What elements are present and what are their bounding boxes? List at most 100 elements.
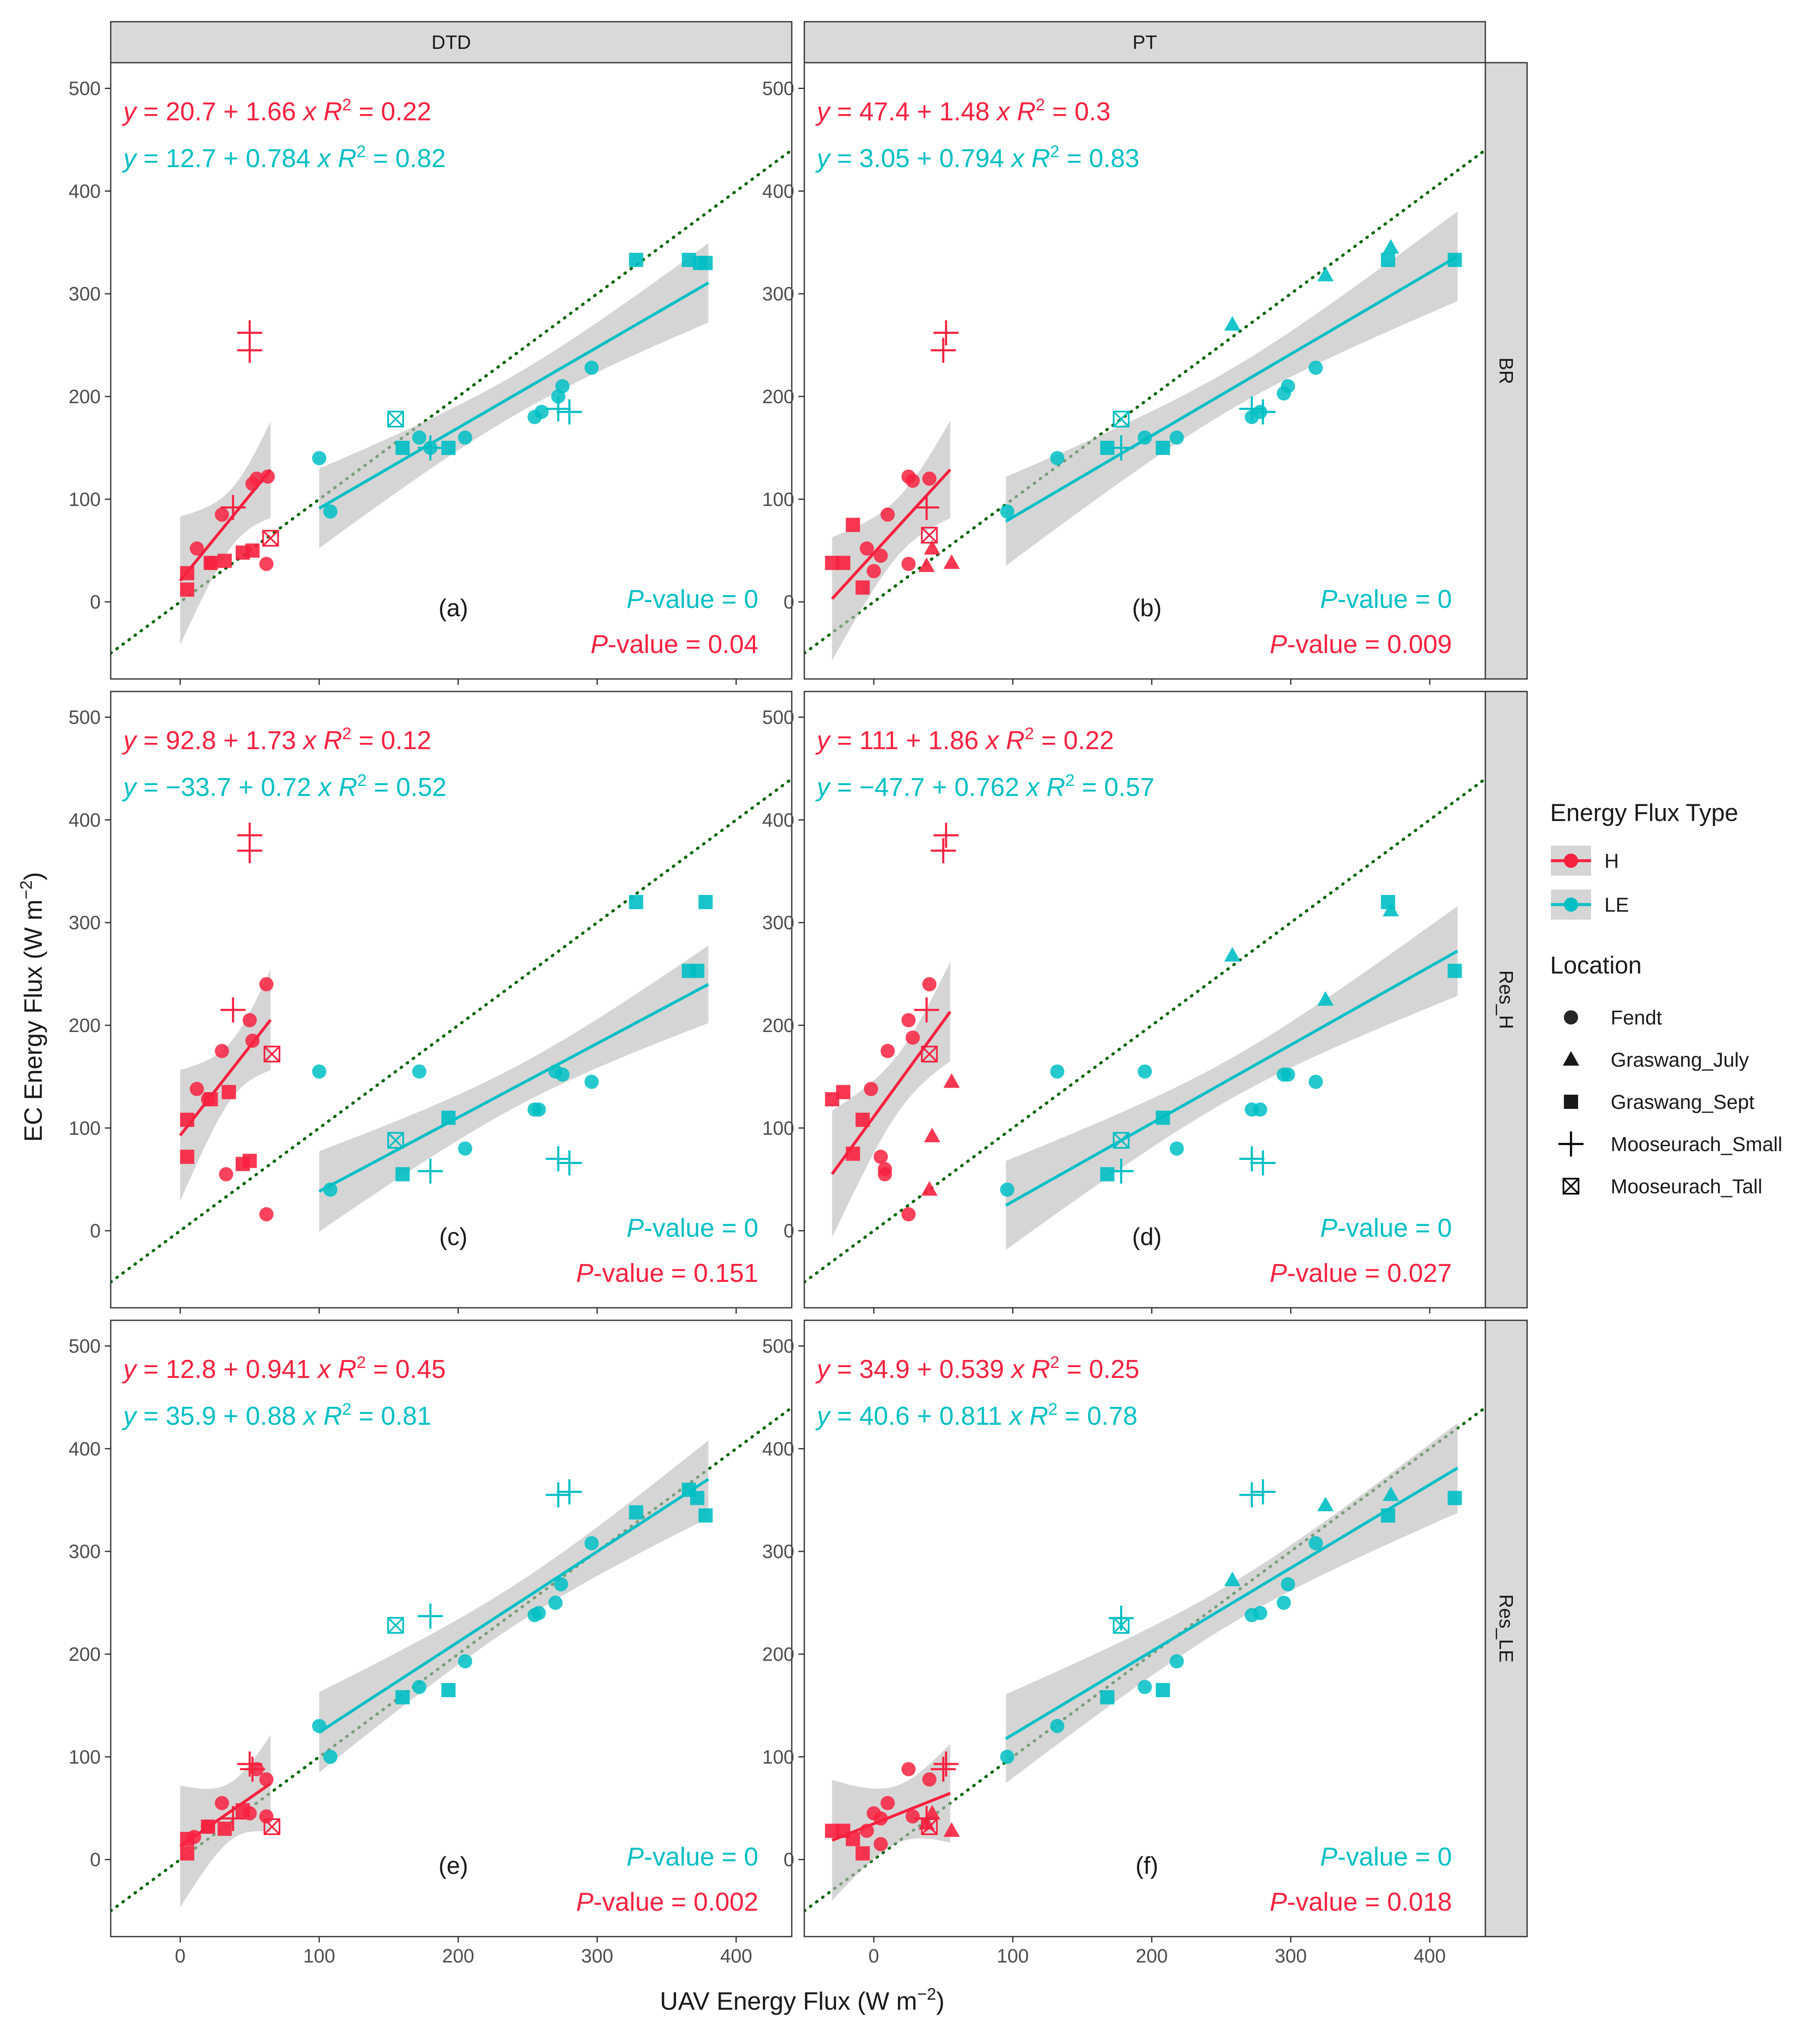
y-tick-label: 500	[762, 706, 794, 728]
mooseurach-small-point	[914, 495, 939, 520]
y-tick-label: 500	[69, 1335, 101, 1357]
graswang-sept-point	[1381, 253, 1396, 267]
legend-location-item: Graswang_Sept	[1611, 1091, 1754, 1113]
mooseurach-small-point	[930, 838, 956, 864]
h-p-value: P-value = 0.009	[1270, 630, 1452, 659]
h-regression-line	[831, 1011, 952, 1175]
x-axis-title: UAV Energy Flux (W m−2)	[660, 1985, 944, 2015]
legend-location-item: Graswang_July	[1611, 1049, 1749, 1071]
y-tick-label: 300	[69, 283, 101, 305]
panel-label: (b)	[1132, 595, 1162, 622]
h-confidence-band	[180, 421, 271, 645]
graswang-sept-point	[221, 1085, 236, 1099]
mooseurach-small-point	[546, 396, 571, 422]
y-tick-label: 100	[69, 488, 101, 510]
y-tick-label: 400	[762, 180, 794, 202]
panel-plot-area	[804, 148, 1485, 661]
x2	[387, 411, 404, 427]
y-tick-label: 0	[90, 1220, 101, 1242]
fendt-point	[1050, 451, 1065, 465]
fendt-point	[1000, 504, 1014, 519]
graswang-sept-point	[855, 1846, 870, 1861]
fendt-point	[458, 430, 473, 445]
le-regression-line	[318, 281, 709, 510]
mooseurach-small-point	[546, 1482, 571, 1507]
fendt-point	[555, 379, 570, 394]
y-tick-label: 0	[90, 1849, 101, 1871]
fendt-point	[584, 1075, 599, 1089]
panel-b: 0 100 200 300 400 500 y = 47.4 + 1.48 x R2 = 0…	[762, 62, 1486, 685]
graswang-july-point	[924, 1805, 941, 1820]
graswang-july-point	[921, 1181, 938, 1196]
graswang-july-point	[918, 557, 935, 572]
y-tick-label: 300	[69, 1540, 101, 1562]
fendt-point	[873, 1149, 888, 1164]
mooseurach-tall-point	[1563, 1178, 1579, 1195]
y-tick-label: 300	[762, 1540, 794, 1562]
mooseurach-small-point	[240, 1757, 265, 1782]
le-p-value: P-value = 0	[627, 1214, 758, 1243]
mooseurach-small-point	[1239, 396, 1265, 422]
y-tick-label: 300	[762, 912, 794, 933]
mooseurach-small-point	[557, 1479, 582, 1505]
fendt-point	[1281, 1577, 1295, 1591]
fendt-point	[1138, 1680, 1152, 1694]
mooseurach-tall-point	[263, 1045, 280, 1063]
one-to-one-line	[804, 148, 1485, 655]
panel-label: (e)	[439, 1852, 468, 1879]
mooseurach-small-point	[1239, 1482, 1265, 1507]
x2	[1113, 411, 1129, 427]
box	[262, 530, 279, 547]
panel-label: (f)	[1136, 1852, 1159, 1879]
fendt-point	[412, 430, 427, 445]
x-tick-label: 200	[1136, 1945, 1168, 1967]
fendt-point	[859, 541, 874, 556]
box	[387, 411, 404, 428]
fendt-point	[905, 473, 920, 488]
x2	[262, 530, 279, 547]
mooseurach-small-point	[418, 1159, 443, 1184]
graswang-sept-point	[698, 256, 713, 270]
graswang-sept-point	[698, 1508, 713, 1523]
fendt-point	[901, 1207, 916, 1222]
le-regression-line	[1005, 1467, 1459, 1740]
y-tick-label: 500	[762, 1335, 794, 1357]
mooseurach-tall-point	[387, 1132, 404, 1149]
y-tick-label: 100	[69, 1746, 101, 1768]
x-tick-label: 400	[1414, 1945, 1446, 1967]
fendt-point	[534, 404, 549, 419]
fendt-point	[259, 557, 274, 571]
row-strip	[1484, 691, 1528, 1309]
panel-label: (a)	[439, 595, 468, 622]
h-equation: y = 47.4 + 1.48 x R2 = 0.3	[815, 96, 1111, 126]
y-tick-label: 200	[762, 1014, 794, 1036]
x-tick-label: 200	[442, 1945, 474, 1967]
fendt-point	[219, 1167, 234, 1182]
mooseurach-tall-point	[387, 1617, 404, 1634]
y-tick-label: 300	[69, 912, 101, 933]
panel-border	[110, 1319, 793, 1937]
fendt-point	[901, 1013, 916, 1027]
fendt-point	[1000, 1749, 1014, 1764]
graswang-july-point	[1383, 1486, 1399, 1501]
box	[1113, 1132, 1130, 1149]
graswang-sept-point	[180, 1149, 194, 1164]
box	[1113, 1617, 1130, 1634]
graswang-sept-point	[836, 1085, 851, 1099]
y-tick-label: 500	[762, 77, 794, 99]
y-tick-label: 500	[69, 706, 101, 728]
graswang-sept-point	[245, 543, 260, 558]
y-tick-label: 500	[69, 77, 101, 99]
fendt-point	[215, 1044, 229, 1058]
panel-d: 0 100 200 300 400 500 y = 111 + 1.86 x R2 = 0.…	[762, 691, 1486, 1314]
row-strip	[1484, 62, 1528, 680]
mooseurach-tall-point	[262, 530, 279, 547]
mooseurach-small-point	[1558, 1131, 1584, 1157]
fendt-point	[880, 507, 895, 522]
graswang-july-point	[943, 1822, 960, 1837]
mooseurach-small-point	[914, 997, 939, 1023]
x2	[1113, 1617, 1129, 1634]
legend-location-item: Fendt	[1611, 1007, 1662, 1029]
panel-label: (c)	[439, 1223, 468, 1251]
